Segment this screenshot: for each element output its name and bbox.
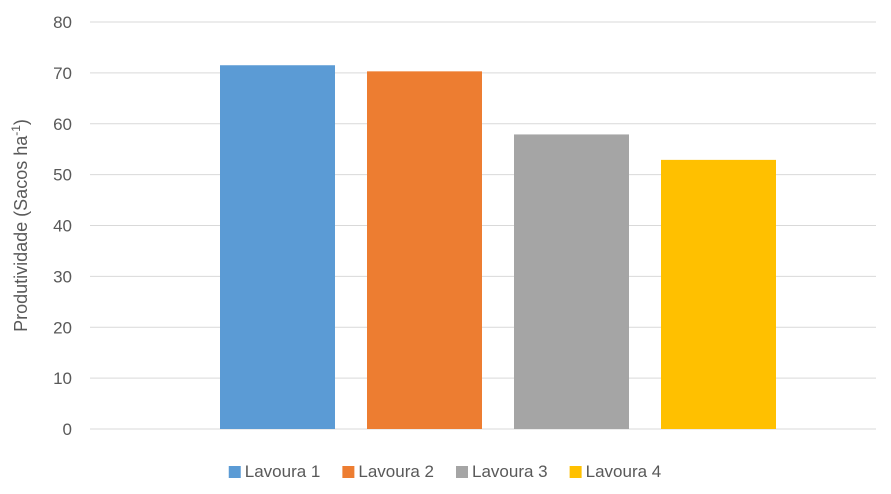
legend-swatch-1 — [228, 466, 241, 478]
y-tick-label: 10 — [53, 369, 72, 388]
legend-swatch-2 — [342, 466, 355, 478]
y-tick-label: 60 — [53, 115, 72, 134]
legend-label: Lavoura 3 — [472, 462, 548, 481]
y-tick-label: 70 — [53, 64, 72, 83]
y-tick-label: 50 — [53, 166, 72, 185]
legend: Lavoura 1 Lavoura 2 Lavoura 3 Lavoura 4 — [228, 462, 662, 481]
y-axis-label-suffix: ) — [11, 119, 31, 125]
bar-4 — [661, 159, 776, 429]
y-tick-label: 0 — [63, 420, 72, 439]
legend-label: Lavoura 4 — [586, 462, 662, 481]
y-tick-label: 80 — [53, 13, 72, 32]
bar-3 — [514, 134, 629, 429]
y-tick-label: 20 — [53, 318, 72, 337]
legend-label: Lavoura 1 — [245, 462, 321, 481]
y-axis-label-superscript: -1 — [9, 125, 23, 136]
legend-label: Lavoura 2 — [358, 462, 434, 481]
legend-swatch-3 — [456, 466, 468, 478]
y-tick-label: 40 — [53, 217, 72, 236]
y-tick-label: 30 — [53, 267, 72, 286]
legend-swatch-4 — [569, 466, 582, 478]
y-axis-label-main: Produtividade (Sacos ha — [11, 135, 31, 332]
y-axis-ticks: 0 10 20 30 40 50 60 70 80 — [53, 13, 72, 439]
bar-1 — [220, 65, 335, 430]
bars — [220, 65, 776, 430]
bar-2 — [367, 71, 482, 429]
y-axis-label: Produtividade (Sacos ha-1) — [9, 119, 31, 332]
